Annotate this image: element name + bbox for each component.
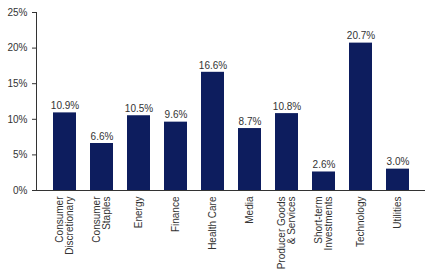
svg-text:Health Care: Health Care [207,196,218,250]
svg-text:Energy: Energy [133,197,144,229]
svg-text:2.6%: 2.6% [313,159,336,170]
svg-text:8.7%: 8.7% [239,116,262,127]
svg-text:10.8%: 10.8% [273,101,301,112]
svg-text:10%: 10% [7,114,27,125]
svg-text:6.6%: 6.6% [91,131,114,142]
svg-text:Producer Goods& Services: Producer Goods& Services [276,197,297,270]
svg-text:Technology: Technology [355,197,366,248]
svg-text:10.9%: 10.9% [51,100,79,111]
svg-text:25%: 25% [7,7,27,18]
svg-text:ConsumerDiscretionary: ConsumerDiscretionary [54,196,75,255]
svg-text:5%: 5% [13,149,28,160]
svg-text:10.5%: 10.5% [125,103,153,114]
svg-text:20.7%: 20.7% [347,30,375,41]
svg-text:20%: 20% [7,42,27,53]
svg-text:Finance: Finance [170,196,181,232]
svg-text:3.0%: 3.0% [387,156,410,167]
svg-text:Short-termInvestments: Short-termInvestments [313,197,334,251]
svg-text:Media: Media [244,196,255,224]
svg-text:16.6%: 16.6% [199,60,227,71]
svg-text:15%: 15% [7,78,27,89]
svg-text:ConsumerStaples: ConsumerStaples [91,196,112,243]
svg-text:0%: 0% [13,185,28,196]
svg-text:Utilities: Utilities [392,197,403,229]
svg-text:9.6%: 9.6% [165,109,188,120]
